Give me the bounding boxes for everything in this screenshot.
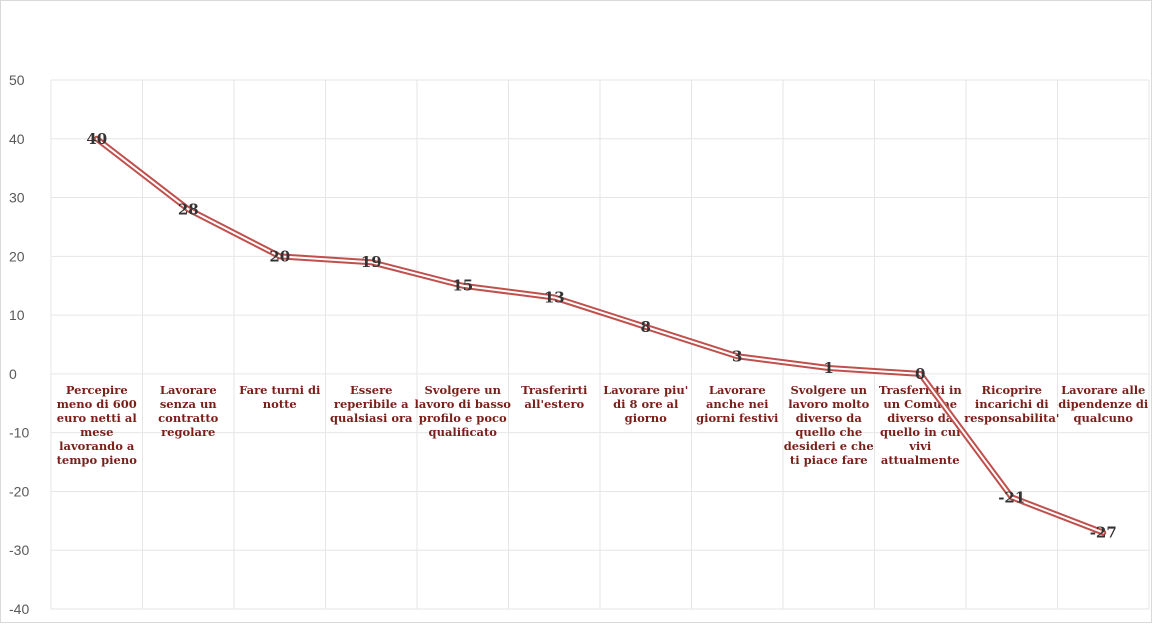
category-label-line: regolare: [161, 425, 215, 439]
y-tick-label: 20: [9, 248, 25, 264]
category-label-line: lavorando a: [59, 439, 135, 453]
data-label: 20: [269, 247, 290, 265]
category-label-line: qualcuno: [1073, 411, 1133, 425]
category-label-line: lavoro di basso: [415, 397, 512, 411]
category-label-line: Svolgere un: [791, 383, 868, 397]
category-label-line: diverso da: [887, 411, 954, 425]
data-label: 1: [824, 359, 834, 377]
category-label-line: ti piace fare: [790, 453, 868, 467]
series-line-inner: [95, 137, 1105, 534]
category-label-line: mese: [80, 425, 113, 439]
category-label-line: attualmente: [881, 453, 960, 467]
data-labels: 40 28 20 19 15 13 8 3 1 0 -21 -27: [86, 130, 1116, 542]
y-tick-label: 50: [9, 72, 25, 88]
category-label-line: Trasferirti in: [879, 383, 963, 397]
category-label: Trasferirti in un Comune diverso da quello …: [879, 383, 963, 467]
category-label-line: all'estero: [524, 397, 584, 411]
gridlines: [50, 79, 1150, 610]
category-label-line: quello in cui: [880, 425, 961, 439]
category-label: Svolgere un lavoro di basso profilo e poco…: [415, 383, 512, 439]
data-label: 15: [452, 277, 473, 295]
y-axis-tick-labels: 50 40 30 20 10 0 -10 -20 -30 -40: [9, 72, 29, 617]
data-label: 3: [732, 347, 742, 365]
category-label-line: contratto: [158, 411, 218, 425]
category-label: Lavorare senza un contratto regolare: [158, 383, 218, 439]
category-label-line: euro netti al: [57, 411, 138, 425]
category-label-line: diverso da: [796, 411, 863, 425]
category-label-line: profilo e poco: [419, 411, 507, 425]
category-label-line: Percepire: [66, 383, 128, 397]
data-label: 8: [641, 318, 651, 336]
category-label-line: anche nei: [706, 397, 769, 411]
y-tick-label: 30: [9, 190, 25, 206]
category-label-line: senza un: [160, 397, 217, 411]
y-tick-label: 10: [9, 307, 25, 323]
category-label-line: qualsiasi ora: [330, 411, 413, 425]
category-label-line: Essere: [350, 383, 392, 397]
category-label-line: notte: [263, 397, 297, 411]
category-label: Svolgere un lavoro molto diverso da quello …: [784, 383, 874, 467]
x-axis-category-labels: Percepire meno di 600 euro netti al mese lav…: [57, 383, 1149, 467]
category-label-line: lavoro molto: [788, 397, 869, 411]
category-label: Ricoprire incarichi di responsabilita': [964, 383, 1059, 425]
category-label: Lavorare anche nei giorni festivi: [696, 383, 779, 425]
data-label: 13: [544, 288, 565, 306]
y-tick-label: -30: [9, 542, 29, 558]
category-label: Trasferirti all'estero: [521, 383, 588, 411]
category-label: Percepire meno di 600 euro netti al mese lav…: [57, 383, 138, 467]
data-label: 28: [178, 200, 199, 218]
data-label: 40: [86, 130, 107, 148]
category-label-line: Fare turni di: [239, 383, 321, 397]
category-label-line: desideri e che: [784, 439, 874, 453]
category-label: Fare turni di notte: [239, 383, 321, 411]
category-label-line: reperibile a: [334, 397, 409, 411]
category-label-line: Lavorare alle: [1061, 383, 1145, 397]
category-label-line: Lavorare piu': [603, 383, 688, 397]
category-label-line: dipendenze di: [1058, 397, 1149, 411]
category-label-line: quello che: [795, 425, 862, 439]
category-label-line: meno di 600: [57, 397, 137, 411]
category-label-line: Svolgere un: [425, 383, 502, 397]
y-tick-label: 0: [9, 366, 17, 382]
data-label: -21: [998, 488, 1025, 506]
category-label: Lavorare alle dipendenze di qualcuno: [1058, 383, 1149, 425]
y-tick-label: 40: [9, 131, 25, 147]
y-tick-label: -20: [9, 483, 29, 499]
category-label-line: Ricoprire: [982, 383, 1042, 397]
category-label-line: di 8 ore al: [613, 397, 679, 411]
category-label-line: Lavorare: [709, 383, 766, 397]
category-label-line: incarichi di: [975, 397, 1049, 411]
category-label-line: responsabilita': [964, 411, 1059, 425]
y-tick-label: -40: [9, 601, 29, 617]
category-label: Lavorare piu' di 8 ore al giorno: [603, 383, 688, 425]
category-label: Essere reperibile a qualsiasi ora: [330, 383, 413, 425]
category-label-line: Lavorare: [160, 383, 217, 397]
data-label: -27: [1090, 524, 1117, 542]
data-label: 19: [361, 253, 382, 271]
category-label-line: qualificato: [429, 425, 498, 439]
category-label-line: vivi: [908, 439, 932, 453]
category-label-line: Trasferirti: [521, 383, 588, 397]
y-tick-label: -10: [9, 425, 29, 441]
category-label-line: tempo pieno: [57, 453, 138, 467]
category-label-line: giorni festivi: [696, 411, 779, 425]
data-label: 0: [915, 365, 925, 383]
series-line: [93, 135, 1107, 536]
category-label-line: giorno: [625, 411, 668, 425]
